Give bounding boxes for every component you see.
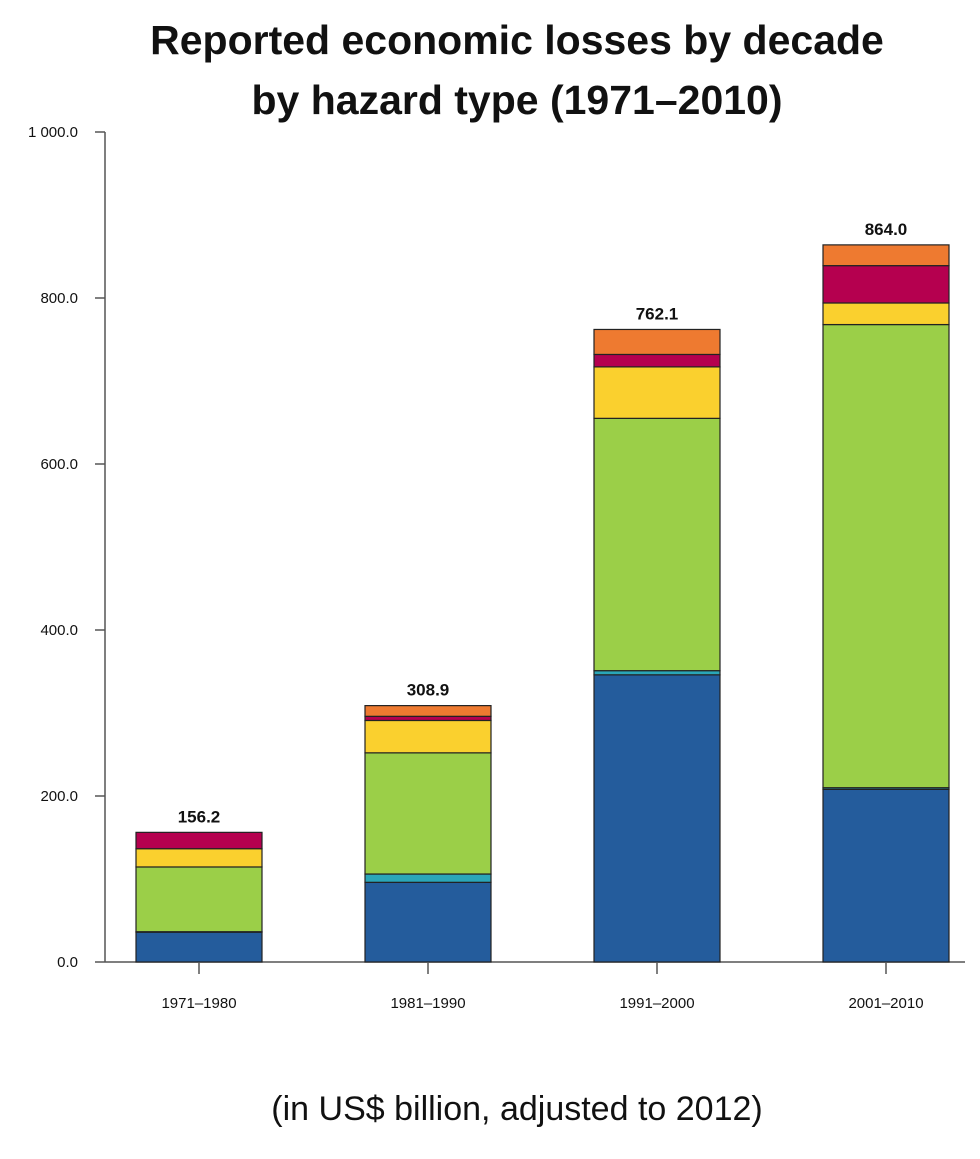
bar-segment [822, 788, 950, 963]
bar-segment [593, 328, 721, 356]
bar-total-label: 308.9 [407, 681, 450, 700]
y-tick-label: 800.0 [40, 290, 78, 307]
bar-segment [593, 353, 721, 368]
bar-segment [822, 244, 950, 267]
chart-subtitle: (in US$ billion, adjusted to 2012) [271, 1090, 763, 1128]
bar-segment [135, 831, 263, 850]
bar-segment [135, 931, 263, 963]
bar-segment [364, 719, 492, 754]
x-tick-label: 1991–2000 [619, 995, 694, 1012]
bar-segment [593, 366, 721, 419]
y-tick-label: 600.0 [40, 456, 78, 473]
bar-segment [593, 674, 721, 963]
bar-segment [593, 670, 721, 676]
bar-segment [364, 705, 492, 717]
y-tick-label: 0.0 [57, 954, 78, 971]
chart-title-line-2: by hazard type (1971–2010) [251, 77, 783, 123]
x-tick-label: 2001–2010 [848, 995, 923, 1012]
x-tick-label: 1981–1990 [390, 995, 465, 1012]
bar-segment [135, 866, 263, 933]
bar-segment [822, 302, 950, 326]
y-tick-label: 400.0 [40, 622, 78, 639]
chart-title-line-1: Reported economic losses by decade [150, 17, 884, 63]
bar-segment [593, 417, 721, 672]
bar-total-label: 156.2 [178, 807, 221, 826]
bar-segment [364, 715, 492, 722]
x-tick-label: 1971–1980 [161, 995, 236, 1012]
bar-segment [364, 873, 492, 883]
bar-total-label: 864.0 [865, 220, 908, 239]
bar-segment [822, 323, 950, 789]
y-tick-label: 1 000.0 [28, 124, 78, 141]
bar-segment [135, 848, 263, 868]
bar-total-label: 762.1 [636, 304, 679, 323]
bar-segment [364, 752, 492, 875]
bar-segment [822, 265, 950, 304]
y-tick-label: 200.0 [40, 788, 78, 805]
bar-segment [364, 881, 492, 963]
